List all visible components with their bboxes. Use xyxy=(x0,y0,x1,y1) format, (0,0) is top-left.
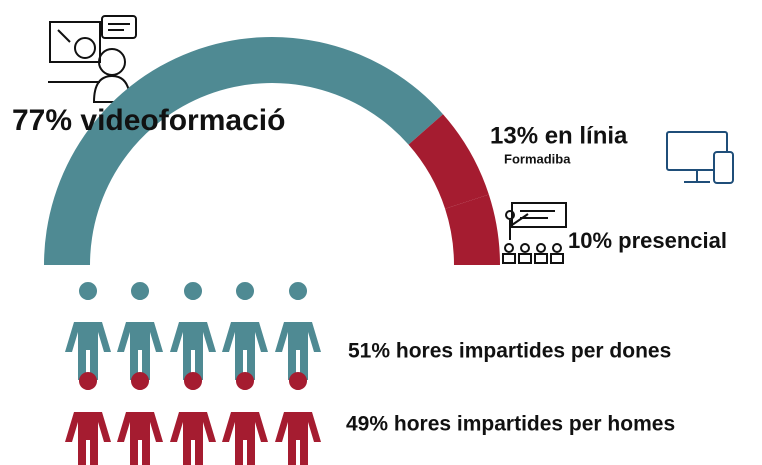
people-row xyxy=(65,372,321,465)
people-row xyxy=(65,282,321,380)
people-label: 51% hores impartides per dones xyxy=(348,340,671,363)
classroom-icon xyxy=(502,202,567,264)
person-icon xyxy=(117,372,163,465)
person-icon xyxy=(117,282,163,380)
video-icon xyxy=(48,15,137,103)
slice xyxy=(445,194,500,265)
person-icon xyxy=(222,372,268,465)
slice-label: 10% presencial xyxy=(568,228,727,253)
person-icon xyxy=(275,282,321,380)
slice xyxy=(408,114,489,209)
person-icon xyxy=(65,372,111,465)
person-icon xyxy=(222,282,268,380)
slice-label: 77% videoformació xyxy=(12,104,285,137)
person-icon xyxy=(65,282,111,380)
person-icon xyxy=(275,372,321,465)
screen-icon xyxy=(666,131,734,184)
people-label: 49% hores impartides per homes xyxy=(346,413,675,436)
slice-label: 13% en línia xyxy=(490,122,628,149)
annotation: Formadiba xyxy=(504,151,571,166)
person-icon xyxy=(170,282,216,380)
person-icon xyxy=(170,372,216,465)
slice xyxy=(44,36,444,266)
